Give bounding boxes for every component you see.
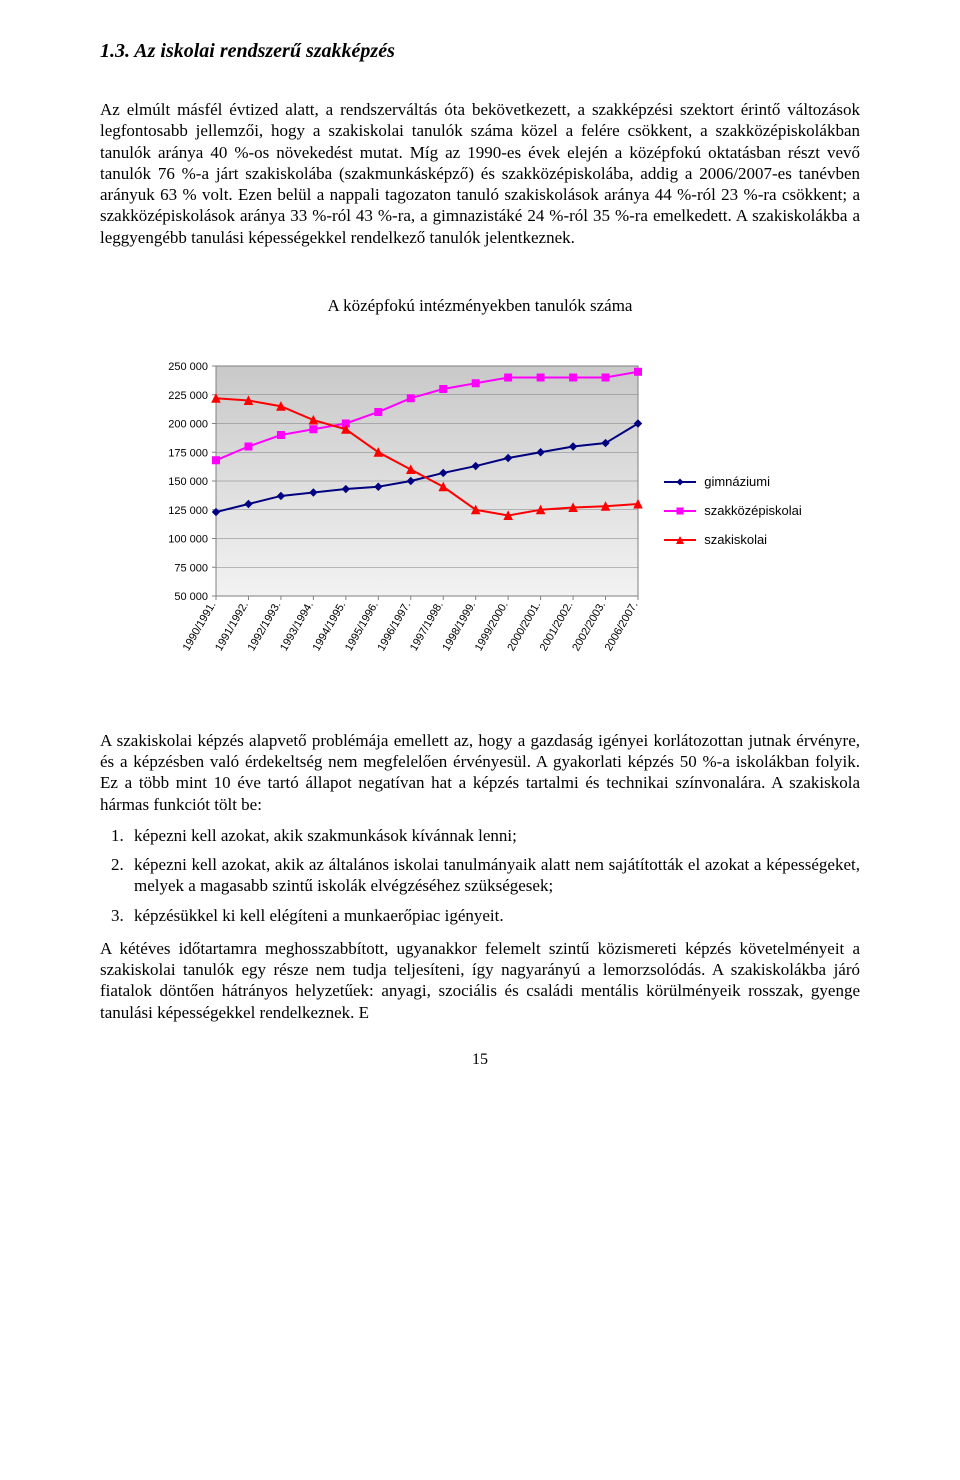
legend-item: szakközépiskolai <box>664 503 802 518</box>
svg-text:1996/1997.: 1996/1997. <box>376 599 414 653</box>
svg-text:1997/1998.: 1997/1998. <box>408 599 446 653</box>
svg-text:2001/2002.: 2001/2002. <box>538 599 576 653</box>
page-number: 15 <box>100 1051 860 1069</box>
svg-text:2006/2007.: 2006/2007. <box>603 599 641 653</box>
chart-legend: gimnáziumi szakközépiskolai szakiskolai <box>664 460 802 561</box>
legend-label: gimnáziumi <box>704 474 770 489</box>
svg-text:2000/2001.: 2000/2001. <box>506 599 544 653</box>
paragraph-1: Az elmúlt másfél évtized alatt, a rendsz… <box>100 99 860 248</box>
svg-text:1999/2000.: 1999/2000. <box>473 599 511 653</box>
svg-text:150 000: 150 000 <box>168 476 208 488</box>
chart-container: 50 000 75 000 100 000 125 000 150 000 175 000… <box>100 356 860 666</box>
list-item: képzésükkel ki kell elégíteni a munkaerő… <box>128 905 860 926</box>
chart-title: A középfokú intézményekben tanulók száma <box>100 296 860 316</box>
svg-text:1991/1992.: 1991/1992. <box>213 599 251 653</box>
svg-text:2002/2003.: 2002/2003. <box>570 599 608 653</box>
paragraph-2: A szakiskolai képzés alapvető problémája… <box>100 730 860 815</box>
numbered-list: képezni kell azokat, akik szakmunkások k… <box>100 825 860 926</box>
paragraph-3: A kétéves időtartamra meghosszabbított, … <box>100 938 860 1023</box>
svg-text:1990/1991.: 1990/1991. <box>181 599 219 653</box>
section-heading: 1.3. Az iskolai rendszerű szakképzés <box>100 40 860 63</box>
svg-text:125 000: 125 000 <box>168 505 208 517</box>
svg-text:1993/1994.: 1993/1994. <box>278 599 316 653</box>
svg-text:250 000: 250 000 <box>168 361 208 373</box>
svg-text:100 000: 100 000 <box>168 533 208 545</box>
legend-label: szakiskolai <box>704 532 767 547</box>
list-item: képezni kell azokat, akik szakmunkások k… <box>128 825 860 846</box>
svg-text:50 000: 50 000 <box>175 591 209 603</box>
legend-label: szakközépiskolai <box>704 503 802 518</box>
legend-item: gimnáziumi <box>664 474 802 489</box>
svg-text:1998/1999.: 1998/1999. <box>441 599 479 653</box>
line-chart: 50 000 75 000 100 000 125 000 150 000 175 000… <box>158 356 648 666</box>
legend-item: szakiskolai <box>664 532 802 547</box>
svg-text:1992/1993.: 1992/1993. <box>246 599 284 653</box>
svg-text:175 000: 175 000 <box>168 447 208 459</box>
document-page: 1.3. Az iskolai rendszerű szakképzés Az … <box>0 0 960 1109</box>
list-item: képezni kell azokat, akik az általános i… <box>128 854 860 897</box>
svg-text:1994/1995.: 1994/1995. <box>311 599 349 653</box>
svg-text:75 000: 75 000 <box>175 562 209 574</box>
svg-text:225 000: 225 000 <box>168 390 208 402</box>
svg-text:200 000: 200 000 <box>168 418 208 430</box>
svg-text:1995/1996.: 1995/1996. <box>343 599 381 653</box>
